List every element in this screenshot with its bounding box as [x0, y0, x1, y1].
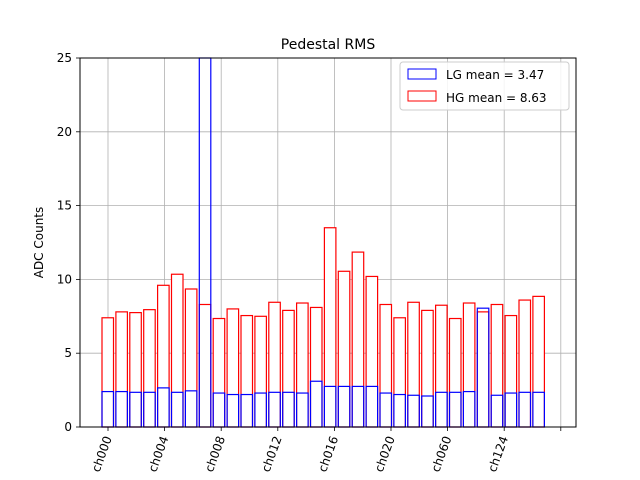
y-tick-label: 25: [57, 51, 72, 65]
hg-bar: [448, 317, 462, 428]
hg-bar: [254, 315, 267, 428]
hg-bar: [532, 295, 546, 428]
x-axis: ch000 ch004 ch008 ch012 ch016 ch020 ch060 ch124: [89, 427, 562, 474]
y-axis-label: ADC Counts: [32, 207, 46, 279]
hg-bar: [101, 317, 115, 428]
hg-bar: [351, 251, 365, 428]
x-tick-label: ch020: [372, 434, 398, 474]
hg-bar: [143, 309, 156, 428]
y-tick-label: 20: [57, 125, 72, 139]
legend-box: [399, 61, 570, 111]
legend-label-lg: LG mean = 3.47: [446, 68, 544, 82]
legend-swatch-hg: [407, 90, 437, 102]
hg-bar: [282, 309, 295, 428]
hg-bar: [518, 299, 532, 428]
chart-title: Pedestal RMS: [281, 37, 376, 53]
y-axis: 0 5 10 15 20 25: [57, 51, 80, 434]
x-tick-label: ch060: [429, 434, 455, 474]
hg-bar: [337, 270, 351, 428]
hg-bar: [490, 303, 504, 428]
x-tick-label: ch124: [485, 434, 511, 474]
legend-swatch-lg: [407, 68, 437, 80]
hg-bar: [240, 314, 254, 428]
y-tick-label: 0: [64, 420, 72, 434]
hg-bar: [476, 311, 490, 428]
x-tick-label: ch016: [315, 434, 341, 474]
hg-bar: [323, 227, 337, 428]
x-tick-label: ch012: [259, 434, 285, 474]
hg-bar: [184, 288, 198, 428]
hg-bar: [462, 302, 476, 428]
y-tick-label: 5: [64, 346, 72, 360]
hg-bar: [309, 306, 323, 428]
hg-bar: [296, 302, 309, 428]
hg-bar: [212, 317, 226, 428]
x-tick-label: ch008: [202, 434, 228, 474]
hg-bar: [157, 284, 170, 428]
hg-bar: [504, 314, 518, 428]
legend-label-hg: HG mean = 8.63: [446, 91, 547, 105]
hg-bar: [393, 317, 406, 428]
hg-bar: [226, 308, 240, 428]
plot-frame: [79, 57, 577, 428]
hg-bar: [365, 275, 379, 428]
legend: LG mean = 3.47 HG mean = 8.63: [399, 61, 570, 111]
y-tick-label: 10: [57, 272, 72, 286]
hg-bar: [379, 303, 393, 428]
x-tick-label: ch004: [146, 434, 172, 474]
hg-bar: [435, 304, 448, 428]
hg-bar: [129, 312, 142, 428]
hg-bar: [268, 301, 281, 428]
x-tick-label: ch000: [89, 434, 115, 474]
y-tick-label: 15: [57, 199, 72, 213]
hg-bar: [170, 273, 184, 428]
hg-bar: [421, 309, 434, 428]
hg-bar: [198, 303, 212, 428]
hg-bar: [407, 301, 420, 428]
hg-bar: [115, 311, 129, 428]
bars: [101, 57, 546, 428]
